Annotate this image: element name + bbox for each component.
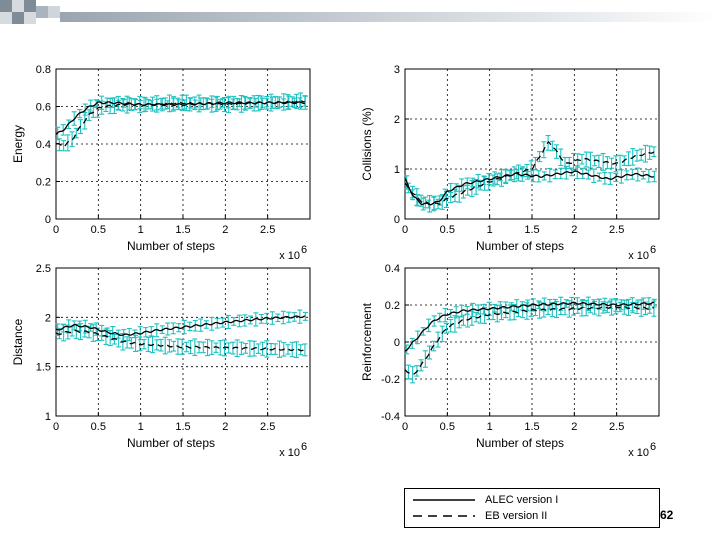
- x-tick-label: 0: [53, 421, 59, 433]
- decorative-gradient-bar: [60, 12, 720, 22]
- y-tick-label: -0.2: [381, 374, 400, 386]
- y-tick-label: 1.5: [36, 362, 51, 374]
- x-multiplier-exponent: 6: [301, 441, 307, 453]
- y-tick-label: 2: [394, 114, 400, 126]
- y-tick-label: 0.6: [36, 102, 51, 114]
- chart-legend: ALEC version I EB version II: [404, 488, 660, 528]
- x-tick-label: 1.5: [524, 421, 539, 433]
- x-tick-label: 0.5: [91, 421, 106, 433]
- legend-dashed-line-icon: [413, 515, 475, 517]
- x-multiplier-exponent: 6: [650, 441, 656, 453]
- legend-entry: ALEC version I: [413, 493, 558, 507]
- decorative-square: [24, 12, 36, 24]
- y-tick-label: 0.2: [36, 177, 51, 189]
- y-tick-label: 0: [394, 214, 400, 226]
- x-tick-label: 1: [487, 421, 493, 433]
- series-line-eb-version-ii: [55, 99, 305, 148]
- y-tick-label: 0: [45, 214, 51, 226]
- x-tick-label: 2: [222, 224, 228, 236]
- y-tick-label: -0.4: [381, 411, 400, 423]
- page-number: 62: [660, 508, 674, 522]
- decorative-square: [36, 6, 48, 18]
- x-tick-label: 0: [402, 421, 408, 433]
- x-tick-label: 1.5: [175, 421, 190, 433]
- x-tick-label: 2.5: [609, 421, 624, 433]
- y-tick-label: 1: [394, 164, 400, 176]
- x-tick-label: 0: [53, 224, 59, 236]
- x-tick-label: 2: [571, 421, 577, 433]
- x-multiplier-label: x 10: [279, 250, 300, 262]
- x-axis-label: Number of steps: [127, 239, 215, 253]
- legend-entry: EB version II: [413, 509, 547, 523]
- y-tick-label: 0: [394, 337, 400, 349]
- x-tick-label: 1: [487, 224, 493, 236]
- x-tick-label: 2.5: [260, 224, 275, 236]
- y-tick-label: 0.8: [36, 64, 51, 76]
- x-multiplier-label: x 10: [628, 250, 649, 262]
- decorative-header-band: [0, 0, 720, 34]
- x-tick-label: 2.5: [609, 224, 624, 236]
- x-axis-label: Number of steps: [476, 239, 564, 253]
- x-tick-label: 1: [138, 421, 144, 433]
- y-tick-label: 0.4: [385, 263, 400, 275]
- x-tick-label: 1: [138, 224, 144, 236]
- x-tick-label: 0.5: [440, 421, 455, 433]
- series-error-bars: [56, 92, 308, 152]
- y-axis-label: Energy: [11, 125, 25, 163]
- y-axis-label: Collisions (%): [360, 107, 374, 180]
- x-multiplier-exponent: 6: [301, 244, 307, 256]
- series-line-eb-version-ii: [404, 140, 655, 206]
- x-multiplier-exponent: 6: [650, 244, 656, 256]
- decorative-square: [48, 6, 60, 18]
- x-tick-label: 0: [402, 224, 408, 236]
- x-tick-label: 2: [571, 224, 577, 236]
- x-axis-label: Number of steps: [476, 436, 564, 450]
- decorative-square: [0, 0, 12, 12]
- y-axis-label: Distance: [11, 318, 25, 365]
- series-line-alec-version-i: [55, 101, 305, 136]
- x-tick-label: 1.5: [175, 224, 190, 236]
- y-tick-label: 3: [394, 64, 400, 76]
- y-tick-label: 2.5: [36, 263, 51, 275]
- x-multiplier-label: x 10: [279, 447, 300, 459]
- legend-solid-line-icon: [413, 499, 475, 501]
- legend-label: EB version II: [485, 510, 548, 522]
- x-tick-label: 2: [222, 421, 228, 433]
- series-error-bars: [55, 309, 308, 342]
- x-tick-label: 0.5: [91, 224, 106, 236]
- series-line-alec-version-i: [404, 301, 655, 352]
- x-tick-label: 2.5: [260, 421, 275, 433]
- x-tick-label: 0.5: [440, 224, 455, 236]
- y-axis-label: Reinforcement: [360, 302, 374, 381]
- y-tick-label: 0.4: [36, 139, 51, 151]
- y-tick-label: 0.2: [385, 300, 400, 312]
- y-tick-label: 2: [45, 312, 51, 324]
- x-multiplier-label: x 10: [628, 447, 649, 459]
- series-line-alec-version-i: [404, 170, 655, 206]
- legend-label: ALEC version I: [485, 494, 559, 506]
- y-tick-label: 1: [45, 411, 51, 423]
- plot-frame: [55, 267, 311, 417]
- decorative-square: [12, 12, 24, 24]
- series-line-eb-version-ii: [55, 329, 306, 352]
- x-axis-label: Number of steps: [127, 436, 215, 450]
- decorative-square: [0, 12, 12, 24]
- decorative-square: [24, 0, 36, 12]
- x-tick-label: 1.5: [524, 224, 539, 236]
- decorative-square: [12, 0, 24, 12]
- series-line-alec-version-i: [55, 315, 306, 337]
